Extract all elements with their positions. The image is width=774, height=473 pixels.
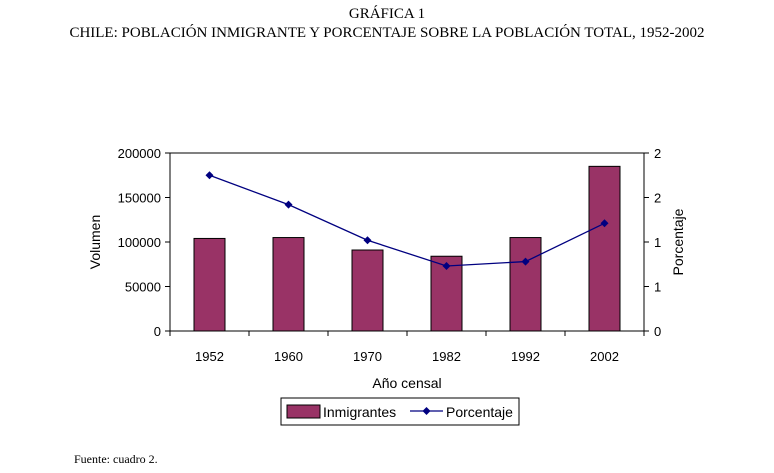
y2-tick-label: 2 [654,191,661,206]
point-1960 [284,200,293,209]
y-tick-label: 0 [154,324,161,339]
source-note: Fuente: cuadro 2. [74,452,158,466]
x-tick-label: 1952 [195,349,224,364]
legend-swatch-inmigrantes [286,404,321,419]
y-axis-title: Volumen [87,215,103,269]
y-tick-label: 50000 [125,280,161,295]
y-tick-label: 100000 [118,235,161,250]
y-tick-label: 200000 [118,146,161,161]
x-tick-label: 1970 [353,349,382,364]
plot-area: 0 50000 100000 150000 200000 0 1 1 2 2 1952 1960 197… [87,146,686,391]
bar-1952 [193,237,226,332]
legend-label-inmigrantes: Inmigrantes [323,404,396,420]
y2-tick-label: 1 [654,235,661,250]
bar-2002 [588,165,621,332]
point-2002 [600,219,609,228]
y-tick-label: 150000 [118,191,161,206]
legend-marker-porcentaje [422,407,431,415]
y2-tick-label: 0 [654,324,661,339]
y2-tick-label: 2 [654,146,661,161]
x-tick-label: 1982 [432,349,461,364]
chart-title: CHILE: POBLACIÓN INMIGRANTE Y PORCENTAJE… [69,25,705,41]
point-1970 [363,236,372,245]
x-tick-label: 1960 [274,349,303,364]
chart-label: GRÁFICA 1 [348,6,426,22]
y2-axis-title: Porcentaje [670,208,686,275]
bar-1992 [509,237,542,332]
plot-frame [169,152,645,332]
x-tick-label: 1992 [511,349,540,364]
legend-label-porcentaje: Porcentaje [446,404,513,420]
bar-1960 [272,237,305,332]
x-tick-label: 2002 [590,349,619,364]
bar-1970 [351,249,384,332]
legend: Inmigrantes Porcentaje [280,397,520,426]
point-1952 [205,171,214,180]
y2-tick-label: 1 [654,280,661,295]
porcentaje-line [209,174,605,267]
x-axis-title: Año censal [372,375,441,391]
point-1982 [442,262,451,271]
legend-box [280,397,520,426]
point-1992 [521,257,530,266]
